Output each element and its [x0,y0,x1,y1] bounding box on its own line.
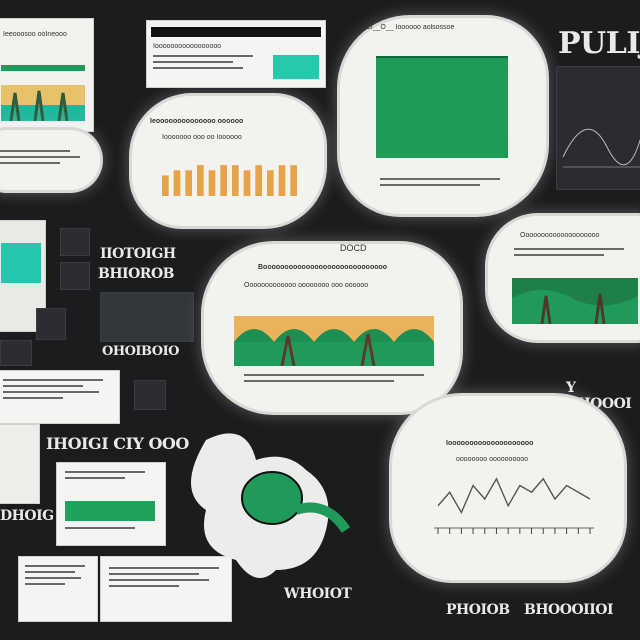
left-bottom-card [0,424,40,504]
top-doc-thumb [273,55,319,79]
bar [267,170,274,196]
bar [232,165,239,196]
top-left-cloud-lines [0,150,80,168]
top-doc-heading: Iooooooooooooooooo [153,43,222,50]
bottom-mid-label: WHOIOT [284,586,352,602]
right-heading: Oooooooooooooooooooo [520,232,600,239]
bar [197,165,204,196]
bar [208,170,216,196]
top-doc-lines [153,55,263,73]
series-line [437,477,591,515]
top-left-bar [1,65,85,71]
green-doc-card [56,462,166,546]
top-left-heading: Ieeooosoo ooIneooo [3,31,67,38]
bar-chart-cloud [132,96,324,226]
tile-3 [100,292,194,342]
right-image [512,278,638,324]
swirl-decoration [191,433,351,578]
tile-1 [60,228,90,256]
line-chart [434,477,594,534]
center-lines [244,374,434,386]
top-doc-header [151,27,321,37]
bar [220,165,227,196]
green-panel-lines [380,178,500,190]
bar [243,170,251,196]
right-lines [514,248,634,260]
left-label-2: BHIOROB [98,266,174,282]
bottom-right-label-2: BHOOOIIOI [524,602,614,618]
bar [173,170,181,196]
center-cloud-tag: DOCD [340,243,367,253]
header-subtitle: Cl__O__ Ioooooo aolsossoe [366,24,455,31]
chart-heading: Ioooooooooooooooooooo [446,440,534,447]
tile-5 [36,308,66,340]
bar [290,165,297,196]
bar-chart-heading: Ieoooooooooooooo oooooo [150,118,244,125]
top-left-card: Ieeooosoo ooIneooo [0,18,94,132]
center-heading: Booooooooooooooooooooooooooooo [258,264,388,271]
bottom-doc-card-2 [100,556,232,622]
top-doc-card: Iooooooooooooooooo [146,20,326,88]
left-label-3: OHOIBOIO [102,344,179,359]
bar [278,165,286,196]
top-left-image [1,85,85,121]
bar [255,165,262,196]
page-title: PULIJN [558,26,640,61]
tile-2 [60,262,90,290]
bottom-right-label-1: PHOIOB [446,602,510,618]
tile-4 [0,340,32,366]
center-sub: Ooooooooooooo oooooooo ooo oooooo [244,282,369,289]
bottom-left-label: DHOIG [0,508,54,524]
bar-chart-sub: Iooooooo ooo oo Ioooooo [162,134,242,141]
chart-sub: oooooooo oooooooooo [456,456,529,463]
left-low-label: IHOIGI CIY OOO [46,434,189,453]
left-label-1: IIOTOIGH [100,246,176,262]
right-dark-chart [556,66,640,190]
bottom-doc-card-1 [18,556,98,622]
line-chart-cloud [392,396,624,580]
left-doc-card [0,370,120,424]
tile-6 [134,380,166,410]
center-image [234,316,434,366]
bar-chart [162,165,297,196]
green-panel [376,56,508,158]
top-left-cloud [0,130,100,190]
bar [162,175,169,196]
bar [185,170,192,196]
